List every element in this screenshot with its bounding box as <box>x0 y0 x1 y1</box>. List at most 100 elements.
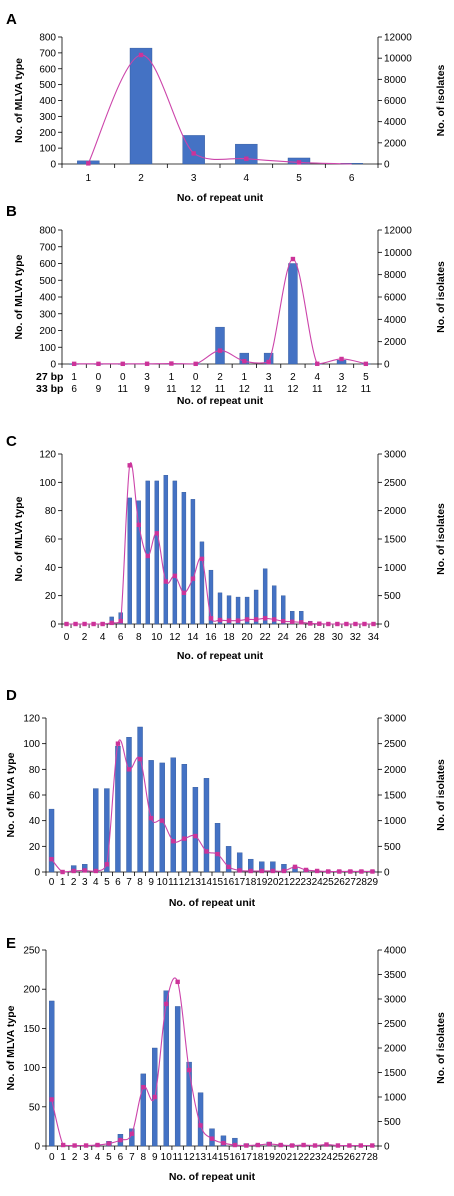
isolates-marker <box>289 1143 295 1148</box>
panel-label: E <box>6 935 16 952</box>
x-tick-label: 12 <box>287 384 299 395</box>
isolates-marker <box>255 1142 260 1148</box>
isolates-marker <box>64 621 69 627</box>
bar-mlva-type <box>190 499 196 625</box>
bar-mlva-type <box>159 762 165 873</box>
x-tick-label: 13 <box>190 877 202 888</box>
isolates-line <box>87 54 352 165</box>
x-tick-label: 16 <box>229 1152 241 1163</box>
isolates-marker <box>324 1142 329 1147</box>
isolates-marker <box>204 849 209 854</box>
left-tick-label: 40 <box>29 816 41 827</box>
bar-mlva-type <box>214 823 221 873</box>
x-tick-label: 2 <box>72 1152 78 1163</box>
x-tick-label: 4 <box>314 372 320 383</box>
x-tick-label: 28 <box>356 877 368 888</box>
isolates-marker <box>244 617 250 622</box>
x-tick-label: 6 <box>71 384 77 395</box>
x-tick-label: 6 <box>115 877 121 888</box>
bar-mlva-type <box>281 595 286 625</box>
isolates-marker <box>281 868 287 874</box>
x-tick-label: 21 <box>278 877 290 888</box>
isolates-marker <box>278 1142 283 1148</box>
bar-mlva-type <box>181 764 188 873</box>
left-tick-label: 100 <box>23 739 40 750</box>
x-tick-label: 21 <box>287 1152 299 1163</box>
bar-mlva-type <box>163 990 169 1147</box>
bar-mlva-type <box>49 1000 55 1147</box>
x-tick-label: 15 <box>212 877 224 888</box>
right-tick-label: 500 <box>384 591 401 602</box>
x-tick-label: 9 <box>144 384 150 395</box>
isolates-marker <box>82 868 87 873</box>
isolates-marker <box>259 868 264 874</box>
x-tick-label: 5 <box>106 1152 112 1163</box>
isolates-marker <box>226 618 232 623</box>
x-tick-label: 5 <box>296 173 302 184</box>
isolates-marker <box>271 617 277 622</box>
isolates-marker <box>217 617 223 623</box>
x-tick-label: 11 <box>118 384 129 395</box>
bar-mlva-type <box>253 589 259 625</box>
x-tick-label: 11 <box>215 384 226 395</box>
x-tick-label: 7 <box>126 877 132 888</box>
bar-mlva-type <box>199 541 205 625</box>
bar-mlva-type <box>181 492 187 625</box>
right-tick-label: 2000 <box>384 1044 407 1055</box>
left-tick-label: 400 <box>39 293 56 304</box>
x-tick-label: 11 <box>263 384 274 395</box>
isolates-marker <box>191 151 196 156</box>
x-tick-label: 1 <box>242 372 248 383</box>
chart-panel-a: A010020030040050060070080002000400060008… <box>6 11 447 204</box>
x-tick-label: 32 <box>350 632 362 643</box>
left-tick-label: 100 <box>39 144 56 155</box>
bar-mlva-type <box>140 1073 147 1147</box>
isolates-marker <box>71 868 76 874</box>
chart-panel-d: D020406080100120050010001500200025003000… <box>5 687 447 909</box>
y-axis-label-left: No. of MLVA type <box>13 254 25 339</box>
right-tick-label: 6000 <box>384 293 407 304</box>
isolates-marker <box>370 1143 375 1148</box>
x-tick-label: 26 <box>344 1152 356 1163</box>
isolates-marker <box>144 361 150 366</box>
x-tick-label: 17 <box>234 877 246 888</box>
right-tick-label: 12000 <box>384 33 412 44</box>
isolates-marker <box>244 156 249 161</box>
x-tick-label: 27 <box>345 877 357 888</box>
right-tick-label: 2000 <box>384 765 407 776</box>
isolates-marker <box>232 1142 238 1148</box>
isolates-marker <box>120 361 125 367</box>
x-tick-label: 22 <box>298 1152 310 1163</box>
x-tick-label: 6 <box>118 632 124 643</box>
left-tick-label: 800 <box>39 226 56 237</box>
x-tick-label: 3 <box>339 372 345 383</box>
x-tick-label: 24 <box>278 632 290 643</box>
left-tick-label: 0 <box>34 1142 40 1153</box>
left-tick-label: 600 <box>39 259 56 270</box>
x-tick-label: 0 <box>96 372 102 383</box>
bar-mlva-type <box>239 352 250 365</box>
bar-mlva-type <box>225 846 232 873</box>
right-tick-label: 1500 <box>384 791 407 802</box>
x-tick-label: 5 <box>363 372 369 383</box>
x-tick-label: 11 <box>168 877 179 888</box>
x-tick-label: 27 <box>355 1152 367 1163</box>
right-tick-label: 3500 <box>384 970 407 981</box>
isolates-marker <box>171 839 176 844</box>
isolates-marker <box>199 556 205 562</box>
isolates-marker <box>193 361 198 367</box>
bar-mlva-type <box>262 568 268 625</box>
bar-mlva-type <box>163 475 169 625</box>
x-tick-label: 19 <box>256 877 268 888</box>
x-tick-label: 6 <box>118 1152 124 1163</box>
isolates-marker <box>262 616 268 621</box>
x-tick-label: 1 <box>60 1152 66 1163</box>
bar-mlva-type <box>48 808 55 873</box>
isolates-marker <box>315 361 320 366</box>
left-tick-label: 700 <box>39 48 56 59</box>
x-tick-label: 18 <box>252 1152 264 1163</box>
isolates-marker <box>370 869 375 874</box>
x-tick-label: 13 <box>195 1152 207 1163</box>
isolates-marker <box>221 1140 226 1146</box>
x-tick-label: 24 <box>321 1152 333 1163</box>
